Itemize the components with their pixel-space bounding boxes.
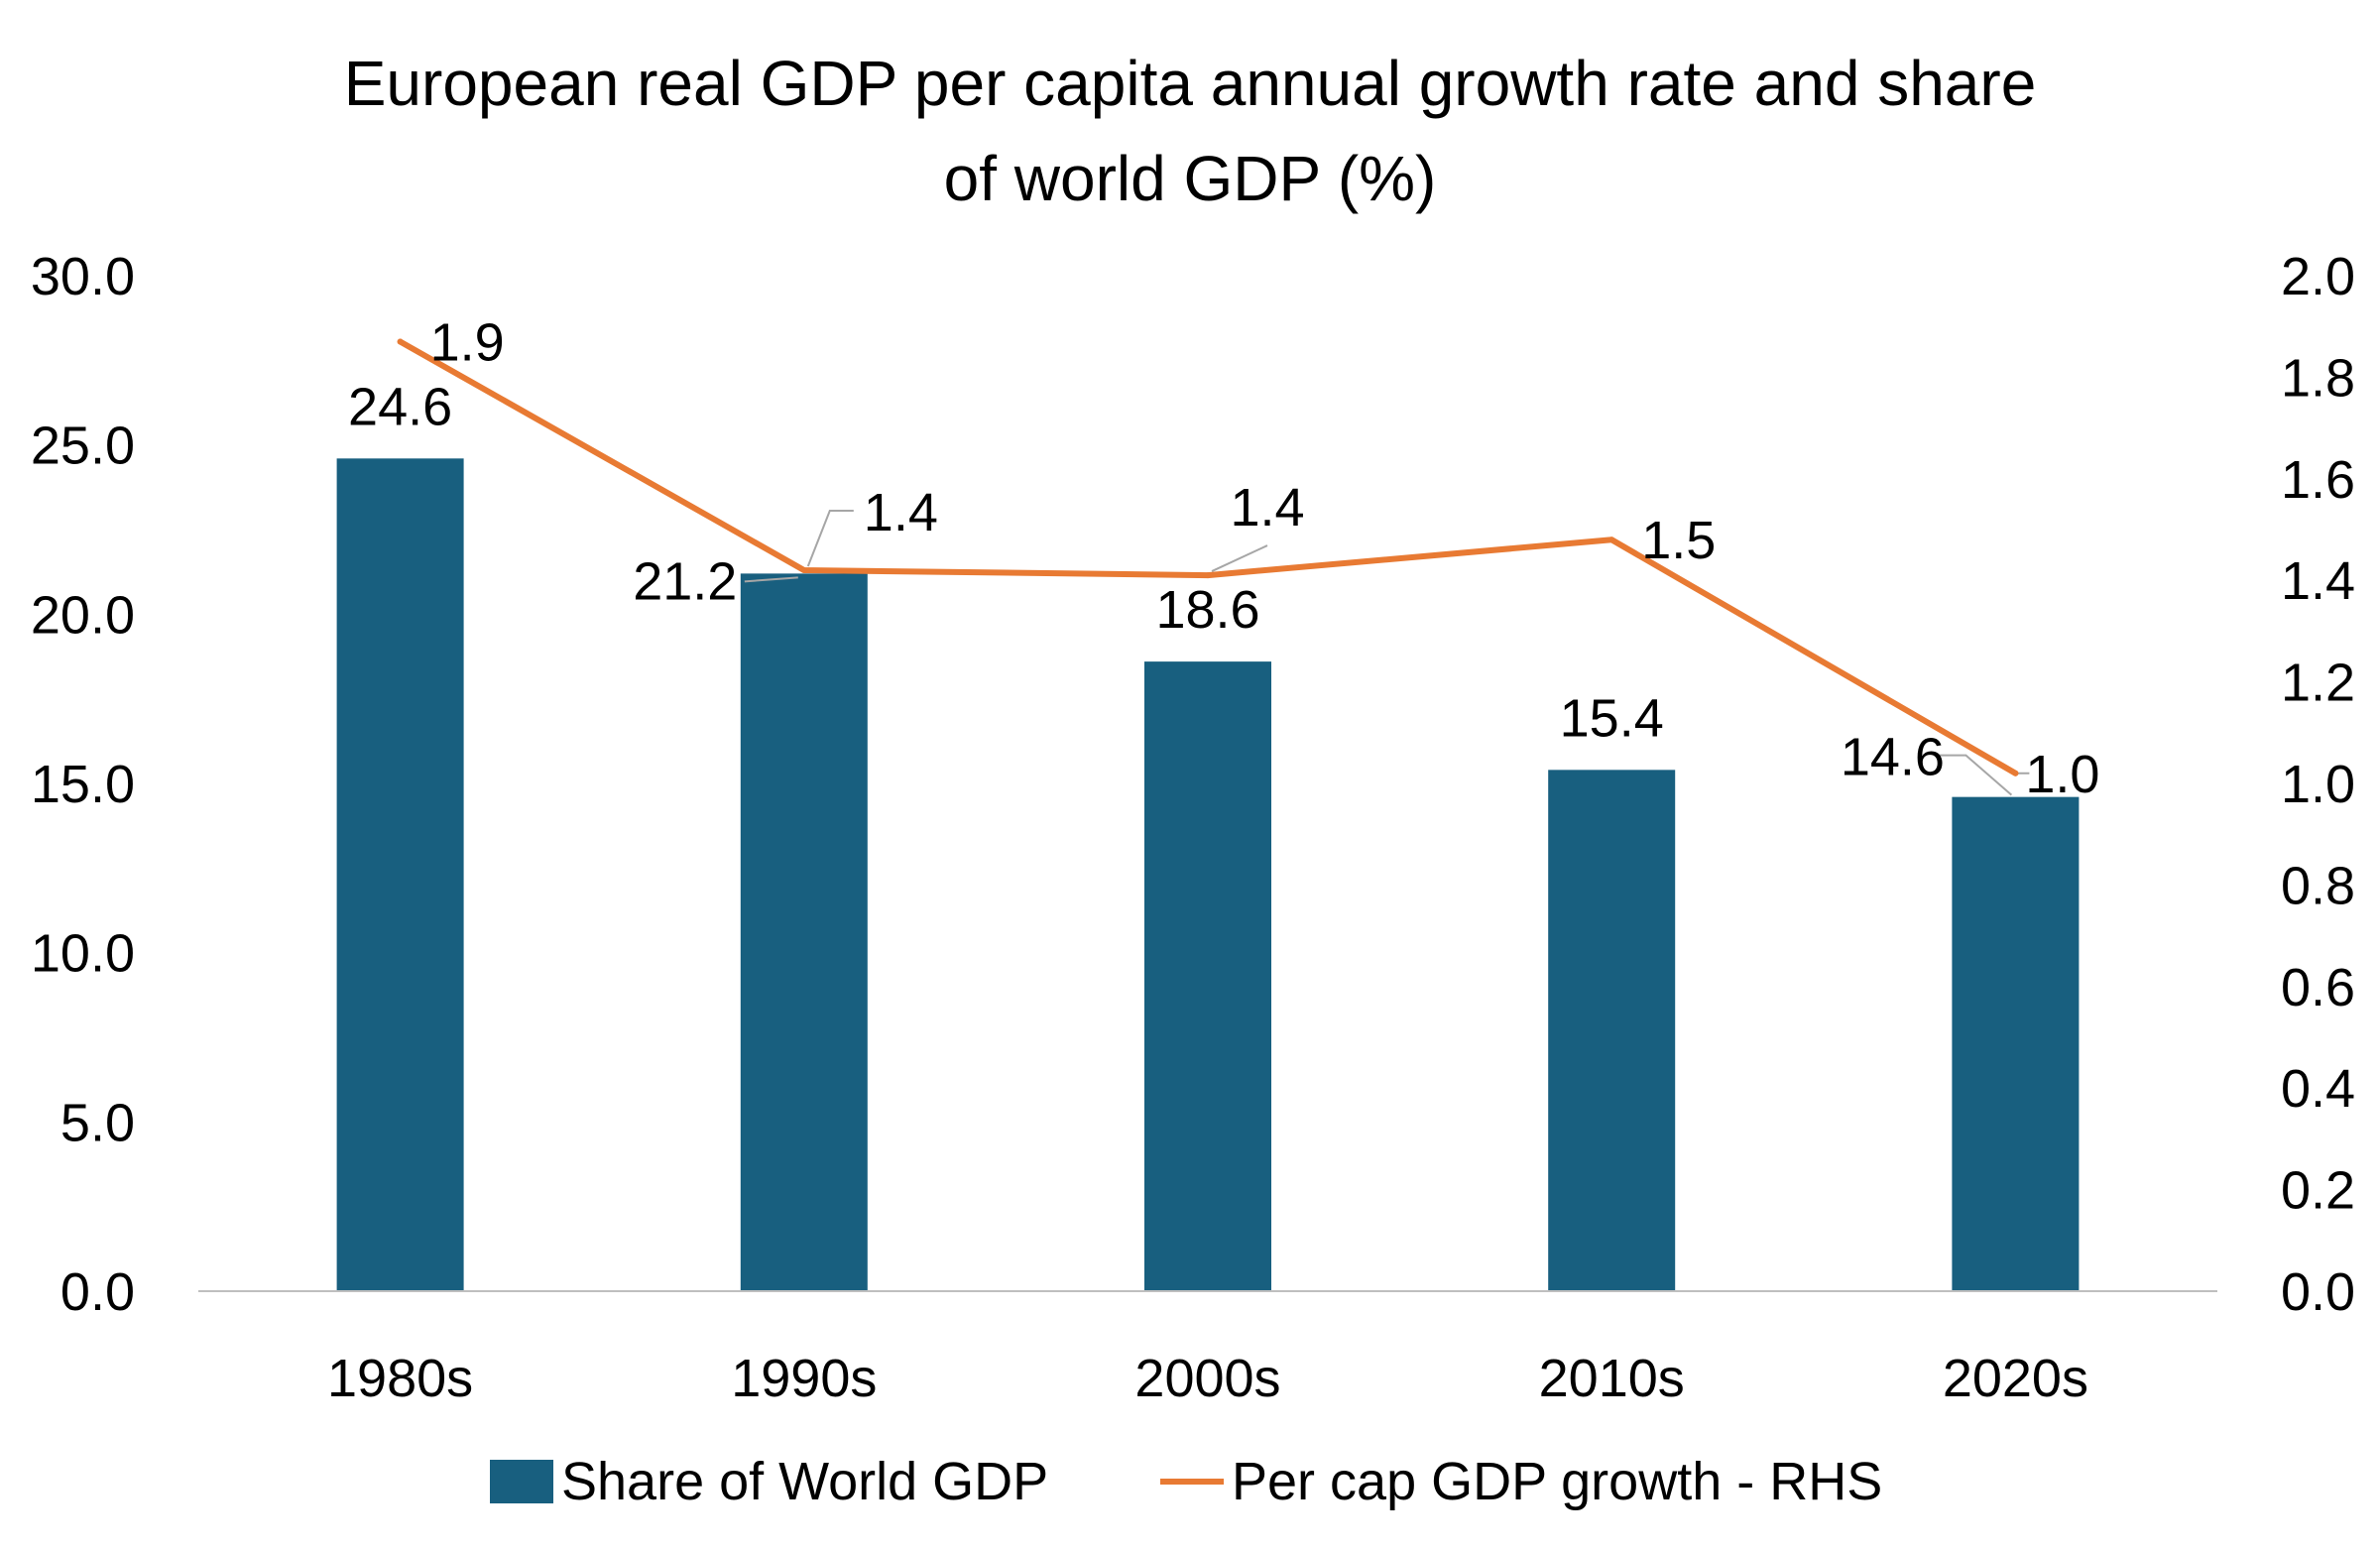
y-right-tick-label: 2.0 [2281,247,2355,306]
leader-line-1990s-growth [806,509,854,567]
legend-bar-swatch [490,1460,553,1503]
y-left-tick-label: 5.0 [60,1093,135,1152]
chart-title-line-1: European real GDP per capita annual grow… [343,48,2037,119]
x-tick-label: 1980s [327,1349,473,1408]
x-tick-label: 2010s [1539,1349,1685,1408]
line-point-2010s [1608,537,1615,543]
y-left-tick-label: 10.0 [31,924,135,984]
line-data-label: 1.4 [864,483,938,542]
bar-data-label: 18.6 [1155,580,1259,640]
bar-data-label: 14.6 [1841,728,1945,787]
legend: Share of World GDP Per cap GDP growth - … [0,1442,2380,1521]
right-axis: 0.0 0.2 0.4 0.6 0.8 1.0 1.2 1.4 1.6 1.8 2.0 [2281,247,2355,1322]
legend-item-growth: Per cap GDP growth - RHS [1160,1442,1882,1521]
line-data-label: 1.4 [1230,478,1304,537]
bar-data-label: 24.6 [348,377,452,436]
line-series [397,338,2019,776]
line-data-label: 1.9 [430,313,505,373]
y-left-tick-label: 30.0 [31,247,135,306]
y-right-tick-label: 0.8 [2281,856,2355,915]
bar-2010s [1548,770,1676,1291]
line-point-1980s [397,338,404,345]
leader-line-2000s-growth [1211,544,1268,572]
leader-lines [744,509,2030,796]
line-point-1990s [800,566,807,573]
line-data-label: 1.0 [2025,745,2099,804]
y-right-tick-label: 0.0 [2281,1262,2355,1322]
line-point-2000s [1205,572,1211,579]
bar-series [336,458,2080,1291]
y-right-tick-label: 1.0 [2281,755,2355,814]
line-data-label: 1.5 [1641,511,1716,570]
bar-2000s [1144,661,1271,1291]
y-left-tick-label: 15.0 [31,755,135,814]
y-left-tick-label: 25.0 [31,417,135,476]
y-left-tick-label: 20.0 [31,585,135,645]
y-right-tick-label: 1.2 [2281,654,2355,713]
x-tick-label: 2000s [1134,1349,1280,1408]
chart-title-line-2: of world GDP (%) [943,143,1437,214]
bar-data-label: 15.4 [1560,688,1664,748]
y-right-tick-label: 0.4 [2281,1059,2355,1119]
bar-2020s [1952,796,2080,1291]
bar-1980s [336,458,464,1291]
line-point-2020s [2012,770,2019,776]
y-right-tick-label: 1.8 [2281,348,2355,408]
bar-data-label: 21.2 [633,551,737,611]
x-axis: 1980s 1990s 2000s 2010s 2020s [327,1349,2088,1408]
y-right-tick-label: 1.6 [2281,450,2355,510]
leader-line-2020s-share [1936,754,2013,796]
y-right-tick-label: 0.2 [2281,1161,2355,1221]
leader-line-1990s-share [744,576,798,583]
y-right-tick-label: 1.4 [2281,551,2355,611]
legend-line-swatch [1160,1479,1224,1485]
line-data-labels: 1.9 1.4 1.4 1.5 1.0 [430,313,2100,804]
chart-title: European real GDP per capita annual grow… [0,36,2380,226]
legend-label-share: Share of World GDP [561,1452,1049,1511]
bar-1990s [740,573,868,1291]
legend-item-share: Share of World GDP [490,1442,1048,1521]
bar-data-labels: 24.6 21.2 18.6 15.4 14.6 [348,377,1945,786]
y-left-tick-label: 0.0 [60,1262,135,1322]
x-tick-label: 2020s [1943,1349,2088,1408]
y-right-tick-label: 0.6 [2281,958,2355,1017]
legend-label-growth: Per cap GDP growth - RHS [1232,1452,1883,1511]
left-axis: 0.0 5.0 10.0 15.0 20.0 25.0 30.0 [31,247,135,1322]
x-tick-label: 1990s [731,1349,877,1408]
